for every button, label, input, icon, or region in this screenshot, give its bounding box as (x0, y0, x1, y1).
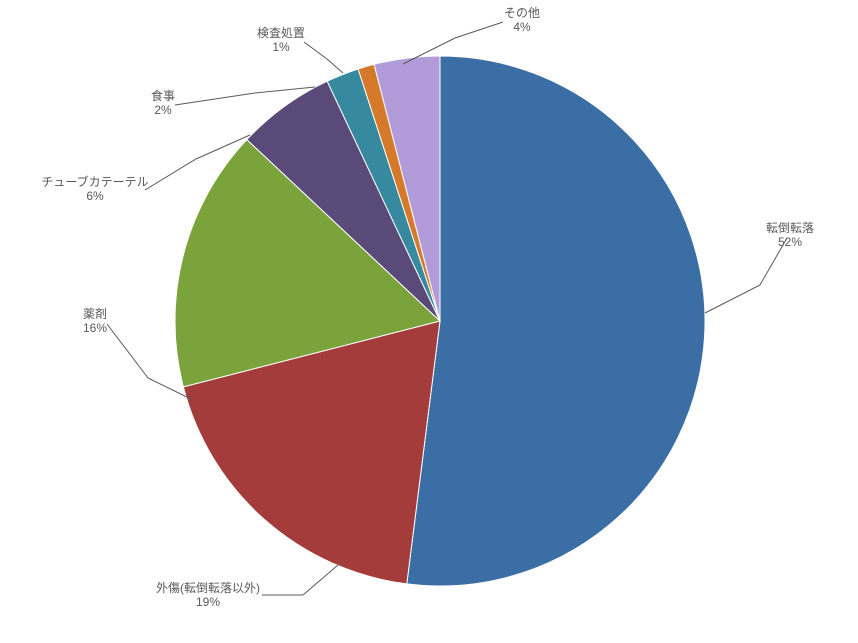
slice-label-percent: 2% (154, 103, 172, 117)
leader-line (705, 238, 787, 313)
leader-line (304, 42, 343, 73)
slice-label-name: チューブカテーテル (41, 174, 148, 189)
slice-label-percent: 52% (778, 235, 802, 249)
slice-label-name: 検査処置 (257, 26, 305, 40)
slice-label-name: 食事 (151, 88, 175, 103)
slice-label-name: その他 (504, 6, 540, 20)
slice-label-name: 薬剤 (83, 306, 107, 321)
pie-slices-group (175, 56, 705, 586)
pie-slice (407, 56, 705, 586)
slice-label-percent: 1% (272, 40, 290, 54)
slice-label-name: 転倒転落 (766, 221, 814, 235)
slice-label-percent: 16% (83, 321, 107, 335)
slice-label-percent: 19% (196, 595, 220, 609)
slice-label-percent: 4% (513, 20, 531, 34)
leader-line (262, 565, 338, 595)
slice-label-name: 外傷(転倒転落以外) (156, 580, 260, 595)
pie-chart: 転倒転落52% 外傷(転倒転落以外)19% 薬剤16% チューブカテーテル6% 食事2%… (0, 0, 858, 643)
slice-label-percent: 6% (86, 189, 104, 203)
